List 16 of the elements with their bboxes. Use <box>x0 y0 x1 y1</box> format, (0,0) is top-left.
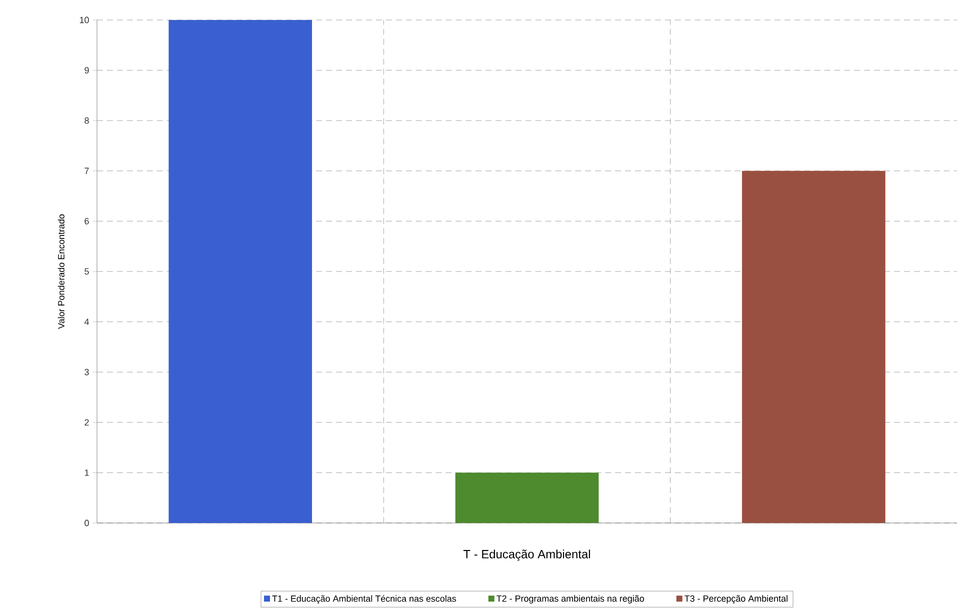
y-tick-label: 10 <box>80 16 89 24</box>
y-tick-label: 2 <box>84 419 89 426</box>
legend-label: T3 - Percepção Ambiental <box>684 595 788 604</box>
y-tick-label: 5 <box>84 268 89 275</box>
y-tick-label: 8 <box>84 117 89 124</box>
y-tick-label: 6 <box>84 218 89 224</box>
y-axis-title: Valor Ponderado Encontrado <box>58 214 64 329</box>
y-tick-label: 4 <box>84 318 89 325</box>
legend-label: T1 - Educação Ambiental Técnica nas escolas <box>272 595 456 604</box>
y-tick-label: 9 <box>84 67 89 74</box>
y-tick-label: 1 <box>84 470 89 476</box>
y-tick-label: 3 <box>84 368 89 376</box>
y-tick-label: 0 <box>84 520 89 526</box>
y-tick-label: 7 <box>84 168 89 174</box>
x-axis-title: T - Educação Ambiental <box>463 550 590 561</box>
legend-label: T2 - Programas ambientais na região <box>496 595 644 604</box>
